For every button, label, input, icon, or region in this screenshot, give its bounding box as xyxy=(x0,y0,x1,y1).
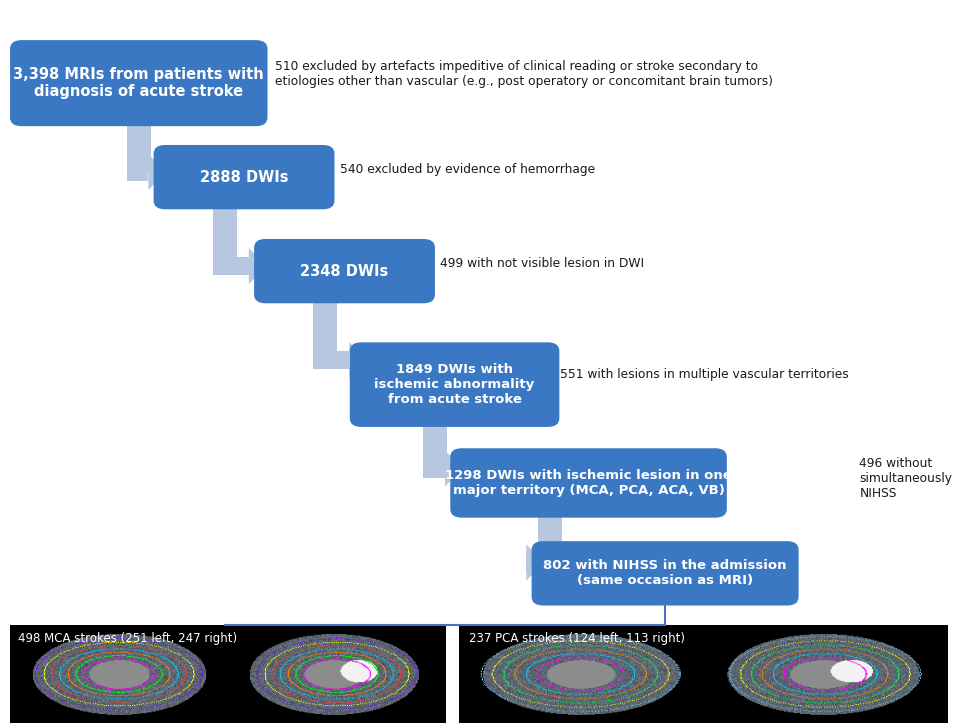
Text: 2888 DWIs: 2888 DWIs xyxy=(200,170,288,184)
Text: 3,398 MRIs from patients with
diagnosis of acute stroke: 3,398 MRIs from patients with diagnosis … xyxy=(13,67,264,99)
FancyBboxPatch shape xyxy=(451,448,727,518)
Polygon shape xyxy=(539,509,563,562)
Text: 802 with NIHSS in the admission
(same occasion as MRI): 802 with NIHSS in the admission (same oc… xyxy=(544,560,787,587)
Polygon shape xyxy=(249,248,266,284)
Text: 496 without
simultaneously
NIHSS: 496 without simultaneously NIHSS xyxy=(859,457,952,500)
Polygon shape xyxy=(148,154,166,190)
Polygon shape xyxy=(424,418,448,469)
Polygon shape xyxy=(424,460,445,477)
Polygon shape xyxy=(126,163,148,181)
Text: 551 with lesions in multiple vascular territories: 551 with lesions in multiple vascular te… xyxy=(560,368,849,381)
FancyBboxPatch shape xyxy=(10,40,268,126)
FancyBboxPatch shape xyxy=(254,239,434,304)
Text: 1298 DWIs with ischemic lesion in one
major territory (MCA, PCA, ACA, VB): 1298 DWIs with ischemic lesion in one ma… xyxy=(445,469,732,497)
Text: 1849 DWIs with
ischemic abnormality
from acute stroke: 1849 DWIs with ischemic abnormality from… xyxy=(374,363,535,406)
Polygon shape xyxy=(126,117,151,172)
Polygon shape xyxy=(445,450,462,487)
Polygon shape xyxy=(314,351,349,369)
Text: 540 excluded by evidence of hemorrhage: 540 excluded by evidence of hemorrhage xyxy=(340,163,595,176)
Polygon shape xyxy=(212,201,237,266)
FancyBboxPatch shape xyxy=(153,145,335,210)
Text: 510 excluded by artefacts impeditive of clinical reading or stroke secondary to
: 510 excluded by artefacts impeditive of … xyxy=(275,60,772,87)
Polygon shape xyxy=(526,544,544,581)
Text: 2348 DWIs: 2348 DWIs xyxy=(300,264,389,278)
Polygon shape xyxy=(349,342,367,378)
Polygon shape xyxy=(526,554,539,571)
Polygon shape xyxy=(212,257,249,275)
FancyBboxPatch shape xyxy=(350,343,559,427)
FancyBboxPatch shape xyxy=(532,541,798,606)
Text: 499 with not visible lesion in DWI: 499 with not visible lesion in DWI xyxy=(440,257,644,270)
Polygon shape xyxy=(314,295,338,360)
